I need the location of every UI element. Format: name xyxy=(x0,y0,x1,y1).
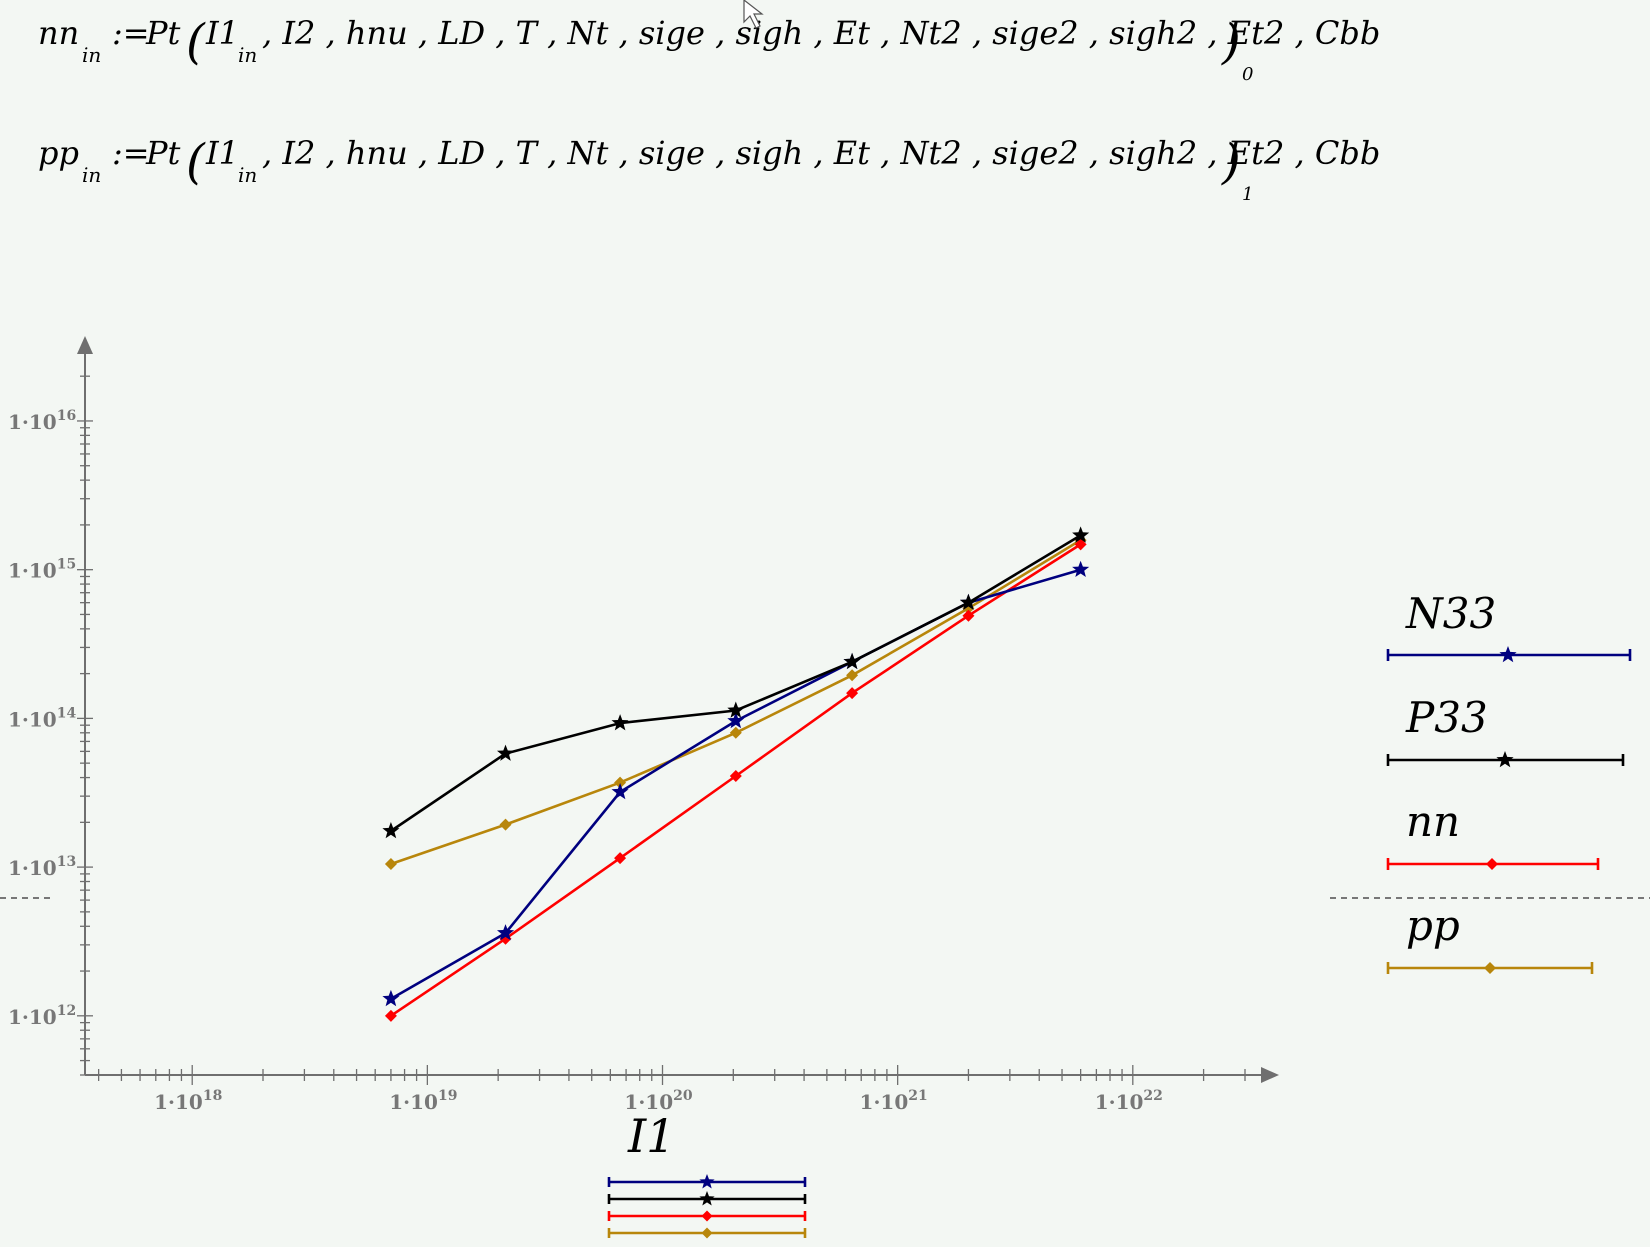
data-point-star xyxy=(843,652,861,670)
y-tick-label: 1·1012 xyxy=(8,1003,76,1029)
data-point-star xyxy=(611,783,629,800)
eq-lhs: pp xyxy=(38,134,79,172)
data-point-diamond xyxy=(384,1009,397,1022)
legend-label: pp xyxy=(1406,901,1460,950)
data-point-star xyxy=(1072,526,1090,543)
eq-first-arg-sub: in xyxy=(238,43,257,67)
eq-assign: := xyxy=(112,14,150,52)
legend-item-p33: P33 xyxy=(1386,693,1625,768)
data-point-diamond xyxy=(614,776,627,789)
x-tick-label: 1·1019 xyxy=(389,1088,457,1114)
y-tick-label: 1·1016 xyxy=(8,408,76,434)
x-tick-label: 1·1018 xyxy=(154,1088,222,1114)
legend-label: P33 xyxy=(1405,693,1488,742)
data-point-diamond xyxy=(1484,962,1496,974)
data-point-star xyxy=(497,924,515,941)
eq-open-paren: ( xyxy=(186,134,206,190)
x-tick-label: 1·1021 xyxy=(860,1088,928,1114)
eq-lhs: nn xyxy=(38,14,79,52)
legend-item-n33: N33 xyxy=(1386,589,1632,663)
equation-pp[interactable]: pp in := Pt ( I1 in , I2 , hnu , LD , T … xyxy=(38,134,1380,205)
data-point-star xyxy=(699,1191,715,1206)
y-tick-label: 1·1013 xyxy=(8,854,76,880)
eq-func: Pt xyxy=(145,134,181,172)
data-point-star xyxy=(727,712,745,729)
x-trace-marker-nn xyxy=(607,1210,807,1222)
data-point-star xyxy=(382,822,400,839)
legend-item-nn: nn xyxy=(1386,797,1600,870)
legend[interactable]: N33 P33 nn pp xyxy=(1386,589,1632,974)
x-tick-label: 1·1020 xyxy=(624,1088,692,1114)
svg-text:nn: nn xyxy=(38,14,79,52)
y-tick-label: 1·1014 xyxy=(8,705,76,731)
data-point-star xyxy=(699,1174,715,1189)
series-layer xyxy=(382,526,1090,1022)
x-axis-label-group[interactable]: I1 xyxy=(607,1109,807,1239)
eq-func: Pt xyxy=(145,14,181,52)
eq-assign: := xyxy=(112,134,150,172)
eq-rest-args: , I2 , hnu , LD , T , Nt , sige , sigh ,… xyxy=(262,134,1380,172)
x-axis-label: I1 xyxy=(627,1109,675,1163)
data-point-diamond xyxy=(729,769,742,782)
data-point-star xyxy=(1072,560,1090,577)
x-axis-arrow-icon xyxy=(1261,1067,1279,1083)
chart-axes: 1·1018 1·1019 1·1020 1·1021 1·1022 1·1012 1·10… xyxy=(0,336,1650,1114)
data-point-diamond xyxy=(701,1227,713,1239)
eq-first-arg: I1 xyxy=(205,134,239,172)
series-line-p33 xyxy=(390,534,1082,833)
data-point-diamond xyxy=(384,857,397,870)
data-point-diamond xyxy=(1074,538,1087,551)
data-point-star xyxy=(611,714,629,731)
eq-lhs-sub: in xyxy=(82,43,101,67)
eq-close-paren: ) xyxy=(1221,14,1241,70)
eq-first-arg: I1 xyxy=(205,14,239,52)
series-line-n33 xyxy=(390,568,1081,1001)
data-point-star xyxy=(1499,646,1517,663)
eq-result-index: 0 xyxy=(1242,64,1253,85)
data-point-diamond xyxy=(1486,858,1498,870)
eq-rest-args: , I2 , hnu , LD , T , Nt , sige , sigh ,… xyxy=(262,14,1380,52)
eq-open-paren: ( xyxy=(186,14,206,70)
x-trace-marker-p33 xyxy=(607,1191,807,1206)
y-axis-arrow-icon xyxy=(77,336,93,354)
series-n33 xyxy=(382,560,1090,1007)
data-point-diamond xyxy=(614,852,627,865)
data-point-star xyxy=(1496,751,1514,768)
legend-label: nn xyxy=(1406,797,1460,846)
legend-label: N33 xyxy=(1405,589,1496,638)
series-nn xyxy=(384,538,1087,1022)
eq-close-paren: ) xyxy=(1221,134,1241,190)
equation-nn[interactable]: nn in := Pt ( I1 in , I2 , hnu , LD , T … xyxy=(38,14,1380,85)
y-tick-label: 1·1015 xyxy=(8,557,76,583)
data-point-diamond xyxy=(701,1210,713,1222)
data-point-diamond xyxy=(729,726,742,739)
data-point-star xyxy=(959,593,977,610)
x-trace-marker-pp xyxy=(607,1227,807,1239)
series-p33 xyxy=(382,526,1090,839)
data-point-diamond xyxy=(846,669,859,682)
data-point-diamond xyxy=(846,687,859,700)
data-point-diamond xyxy=(499,818,512,831)
legend-item-pp: pp xyxy=(1386,901,1594,974)
data-point-star xyxy=(382,989,400,1007)
x-trace-marker-n33 xyxy=(607,1174,807,1189)
x-tick-label: 1·1022 xyxy=(1095,1088,1163,1114)
eq-result-index: 1 xyxy=(1242,184,1253,205)
data-point-star xyxy=(497,744,515,761)
data-point-diamond xyxy=(962,609,975,622)
eq-first-arg-sub: in xyxy=(238,163,257,187)
data-point-star xyxy=(727,701,745,718)
mouse-cursor-icon xyxy=(743,0,764,29)
eq-lhs-sub: in xyxy=(82,163,101,187)
